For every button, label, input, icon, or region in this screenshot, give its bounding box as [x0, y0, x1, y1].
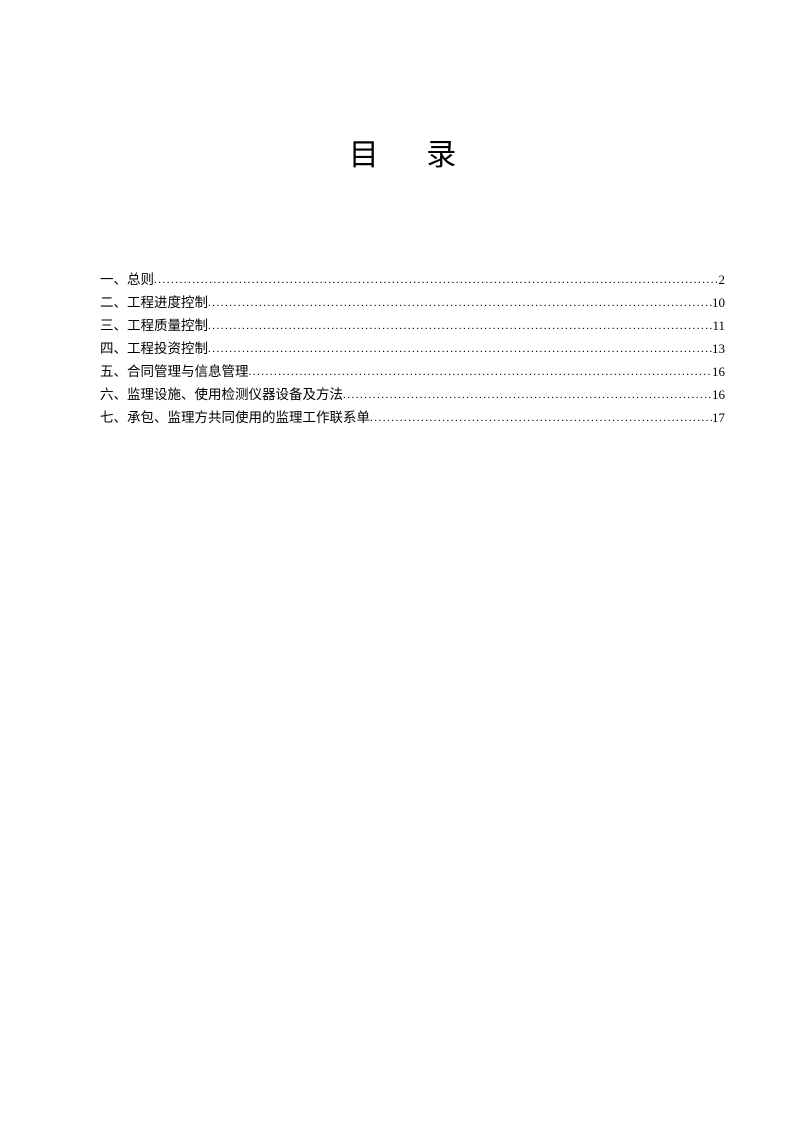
toc-entry: 二、工程进度控制 10 [100, 292, 725, 315]
toc-entry-page: 16 [712, 384, 725, 405]
document-page: 目 录 一、总则 2 二、工程进度控制 10 三、工程质量控制 11 四、工程投… [0, 0, 800, 430]
toc-entry-label: 五、合同管理与信息管理 [100, 361, 249, 382]
toc-entry-page: 16 [712, 361, 725, 382]
toc-entry-page: 2 [719, 269, 726, 290]
table-of-contents: 一、总则 2 二、工程进度控制 10 三、工程质量控制 11 四、工程投资控制 … [100, 269, 725, 430]
toc-entry-page: 10 [712, 292, 725, 313]
toc-entry: 三、工程质量控制 11 [100, 315, 725, 338]
toc-entry: 四、工程投资控制 13 [100, 338, 725, 361]
toc-entry: 一、总则 2 [100, 269, 725, 292]
toc-leader-dots [208, 339, 712, 360]
toc-entry: 六、监理设施、使用检测仪器设备及方法 16 [100, 384, 725, 407]
toc-entry-label: 二、工程进度控制 [100, 292, 208, 313]
toc-leader-dots [208, 293, 712, 314]
toc-entry-page: 11 [712, 315, 725, 336]
toc-leader-dots [249, 362, 713, 383]
toc-entry: 五、合同管理与信息管理 16 [100, 361, 725, 384]
toc-entry-label: 一、总则 [100, 269, 154, 290]
page-title: 目 录 [100, 130, 725, 174]
toc-leader-dots [154, 270, 719, 291]
toc-entry-label: 七、承包、监理方共同使用的监理工作联系单 [100, 407, 370, 428]
toc-entry: 七、承包、监理方共同使用的监理工作联系单 17 [100, 407, 725, 430]
toc-entry-label: 四、工程投资控制 [100, 338, 208, 359]
toc-entry-page: 13 [712, 338, 725, 359]
toc-entry-page: 17 [712, 407, 725, 428]
toc-leader-dots [343, 385, 712, 406]
toc-entry-label: 六、监理设施、使用检测仪器设备及方法 [100, 384, 343, 405]
toc-leader-dots [208, 316, 712, 337]
toc-leader-dots [370, 408, 712, 429]
toc-entry-label: 三、工程质量控制 [100, 315, 208, 336]
